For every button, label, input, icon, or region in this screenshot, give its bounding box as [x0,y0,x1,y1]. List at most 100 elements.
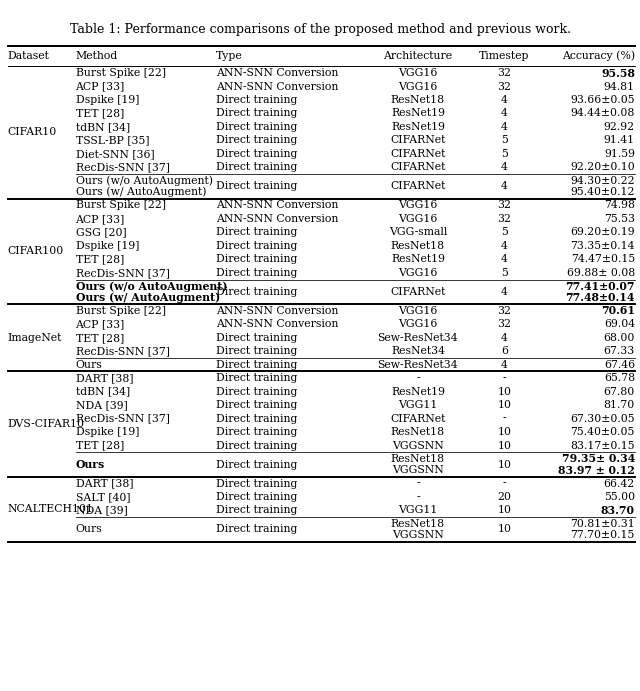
Text: 67.46: 67.46 [604,360,635,370]
Text: tdBN [34]: tdBN [34] [76,387,130,397]
Text: 94.81: 94.81 [604,82,635,91]
Text: 74.47±0.15: 74.47±0.15 [571,254,635,264]
Text: Direct training: Direct training [216,122,298,132]
Text: 77.48±0.14: 77.48±0.14 [566,292,635,303]
Text: 75.40±0.05: 75.40±0.05 [570,427,635,437]
Text: 32: 32 [497,82,511,91]
Text: CIFAR100: CIFAR100 [8,247,64,256]
Text: Direct training: Direct training [216,287,298,296]
Text: 4: 4 [501,182,508,191]
Text: 93.66±0.05: 93.66±0.05 [570,95,635,105]
Text: VGG16: VGG16 [398,68,438,78]
Text: ANN-SNN Conversion: ANN-SNN Conversion [216,200,339,210]
Text: VGG16: VGG16 [398,268,438,278]
Text: Direct training: Direct training [216,400,298,410]
Text: Direct training: Direct training [216,427,298,437]
Text: VGG11: VGG11 [398,506,438,515]
Text: 6: 6 [501,346,508,356]
Text: RecDis-SNN [37]: RecDis-SNN [37] [76,414,170,424]
Text: 20: 20 [497,492,511,502]
Text: Ours (w/o AutoAugment): Ours (w/o AutoAugment) [76,176,212,186]
Text: Direct training: Direct training [216,108,298,118]
Text: Dataset: Dataset [8,51,49,61]
Text: ACP [33]: ACP [33] [76,82,125,91]
Text: Architecture: Architecture [383,51,452,61]
Text: 67.33: 67.33 [604,346,635,356]
Text: -: - [416,492,420,502]
Text: Accuracy (%): Accuracy (%) [562,50,635,61]
Text: Direct training: Direct training [216,182,298,191]
Text: VGGSNN: VGGSNN [392,465,444,475]
Text: 83.70: 83.70 [601,505,635,516]
Text: -: - [502,414,506,424]
Text: 32: 32 [497,214,511,224]
Text: NCALTECH101: NCALTECH101 [8,504,93,514]
Text: 77.70±0.15: 77.70±0.15 [570,530,635,540]
Text: 10: 10 [497,400,511,410]
Text: 4: 4 [501,254,508,264]
Text: 95.58: 95.58 [601,68,635,79]
Text: -: - [416,373,420,383]
Text: 10: 10 [497,427,511,437]
Text: RecDis-SNN [37]: RecDis-SNN [37] [76,346,170,356]
Text: Method: Method [76,51,118,61]
Text: DART [38]: DART [38] [76,479,133,489]
Text: Direct training: Direct training [216,373,298,383]
Text: ResNet19: ResNet19 [391,254,445,264]
Text: 4: 4 [501,162,508,172]
Text: NDA [39]: NDA [39] [76,400,127,410]
Text: 94.44±0.08: 94.44±0.08 [570,108,635,118]
Text: CIFAR10: CIFAR10 [8,128,57,138]
Text: Direct training: Direct training [216,254,298,264]
Text: 92.20±0.10: 92.20±0.10 [570,162,635,172]
Text: 73.35±0.14: 73.35±0.14 [570,241,635,251]
Text: 10: 10 [497,506,511,515]
Text: 4: 4 [501,122,508,132]
Text: -: - [416,479,420,489]
Text: Ours (w/ AutoAugment): Ours (w/ AutoAugment) [76,187,206,198]
Text: 83.17±0.15: 83.17±0.15 [570,441,635,451]
Text: 66.42: 66.42 [604,479,635,489]
Text: 67.30±0.05: 67.30±0.05 [570,414,635,424]
Text: 5: 5 [501,268,508,278]
Text: Direct training: Direct training [216,441,298,451]
Text: 94.30±0.22: 94.30±0.22 [570,176,635,186]
Text: 10: 10 [497,460,511,469]
Text: 95.40±0.12: 95.40±0.12 [570,187,635,197]
Text: SALT [40]: SALT [40] [76,492,130,502]
Text: Direct training: Direct training [216,460,298,469]
Text: ACP [33]: ACP [33] [76,319,125,329]
Text: ACP [33]: ACP [33] [76,214,125,224]
Text: VGG16: VGG16 [398,200,438,210]
Text: Type: Type [216,51,243,61]
Text: ResNet19: ResNet19 [391,108,445,118]
Text: NDA [39]: NDA [39] [76,506,127,515]
Text: 67.80: 67.80 [604,387,635,397]
Text: 10: 10 [497,387,511,397]
Text: ResNet18: ResNet18 [391,454,445,464]
Text: Direct training: Direct training [216,135,298,145]
Text: 32: 32 [497,306,511,316]
Text: 65.78: 65.78 [604,373,635,383]
Text: TET [28]: TET [28] [76,108,124,118]
Text: 32: 32 [497,319,511,329]
Text: TSSL-BP [35]: TSSL-BP [35] [76,135,149,145]
Text: -: - [502,373,506,383]
Text: Direct training: Direct training [216,506,298,515]
Text: Ours: Ours [76,524,102,534]
Text: RecDis-SNN [37]: RecDis-SNN [37] [76,268,170,278]
Text: VGG-small: VGG-small [388,227,447,237]
Text: Direct training: Direct training [216,492,298,502]
Text: CIFARNet: CIFARNet [390,162,445,172]
Text: 68.00: 68.00 [604,333,635,343]
Text: Sew-ResNet34: Sew-ResNet34 [378,360,458,370]
Text: 77.41±0.07: 77.41±0.07 [565,281,635,292]
Text: CIFARNet: CIFARNet [390,414,445,424]
Text: 4: 4 [501,360,508,370]
Text: 4: 4 [501,95,508,105]
Text: 91.59: 91.59 [604,149,635,159]
Text: ResNet34: ResNet34 [391,346,445,356]
Text: Direct training: Direct training [216,360,298,370]
Text: Dspike [19]: Dspike [19] [76,427,139,437]
Text: GSG [20]: GSG [20] [76,227,126,237]
